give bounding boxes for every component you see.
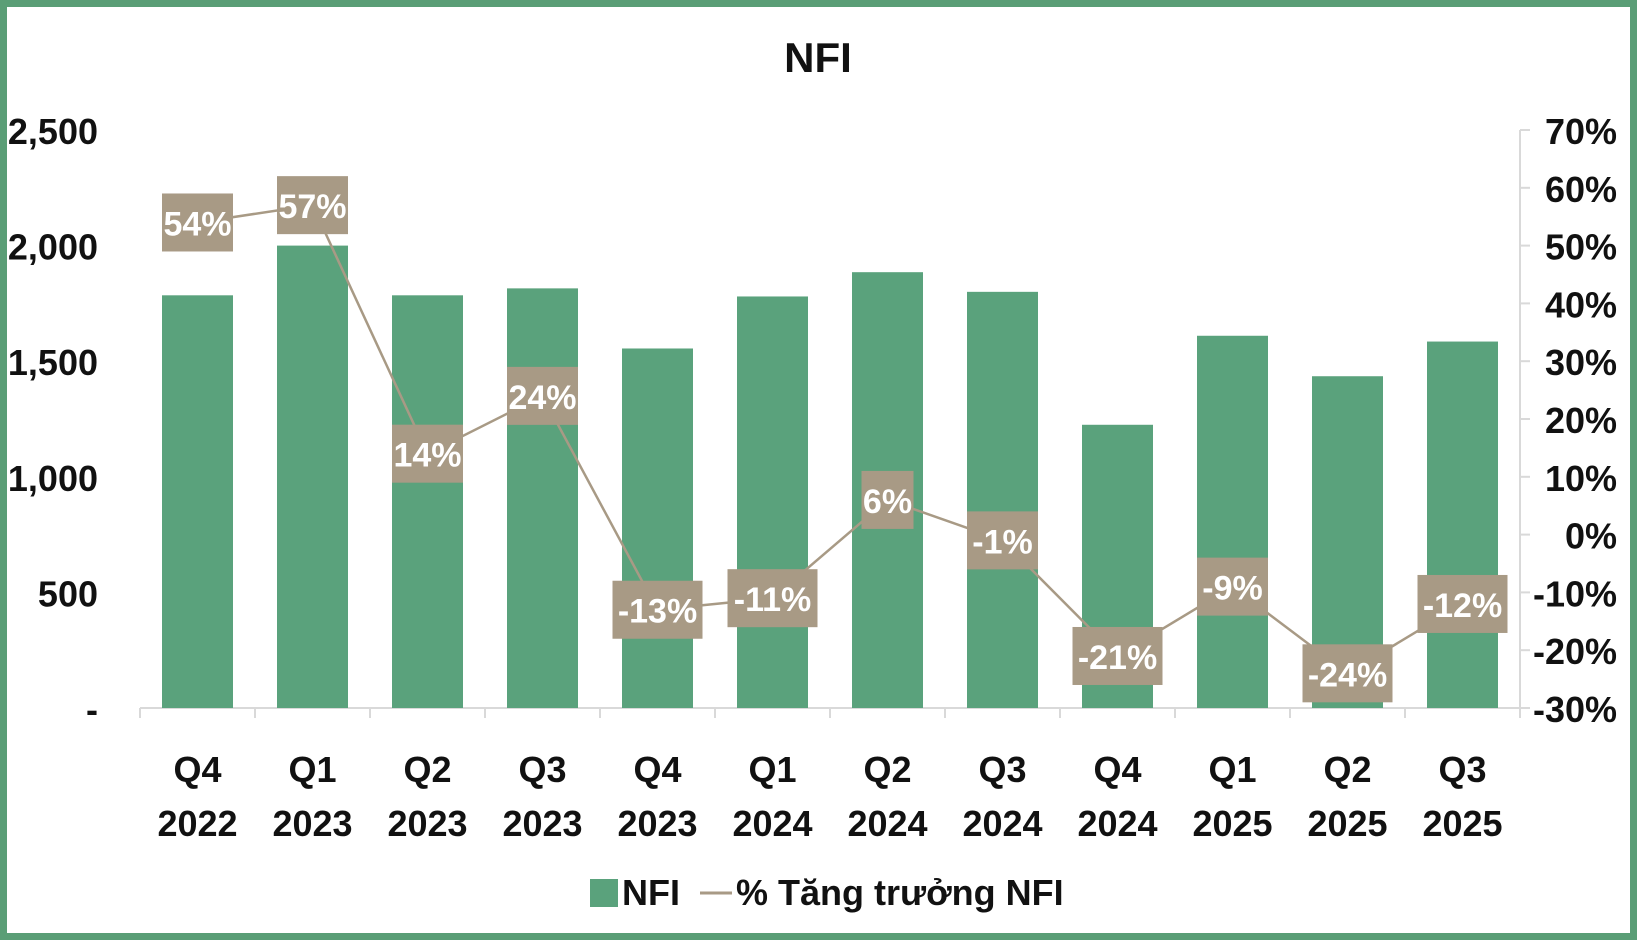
x-tick-label-quarter: Q1: [288, 749, 336, 790]
right-tick-label: 20%: [1545, 400, 1617, 441]
x-tick-label-year: 2023: [387, 803, 467, 844]
growth-line: [197, 203, 1464, 675]
data-label: 24%: [508, 379, 576, 417]
bar: [277, 245, 348, 708]
x-tick-label-quarter: Q3: [518, 749, 566, 790]
data-label-box: [967, 511, 1038, 570]
axes: - 500 1,000 1,500 2,000 2,500 -30% -20% -10% 0% 10…: [8, 111, 1617, 730]
bar: [737, 296, 808, 708]
bar: [1197, 335, 1268, 708]
right-tick-label: 30%: [1545, 342, 1617, 383]
right-tick-label: 60%: [1545, 169, 1617, 210]
bar: [967, 291, 1038, 708]
right-tick-label: 70%: [1545, 111, 1617, 152]
legend-label-nfi: NFI: [622, 872, 680, 913]
data-label-box: [277, 176, 348, 235]
data-label-box: [162, 193, 233, 252]
right-tick-label: -30%: [1533, 689, 1617, 730]
data-label-box: [861, 470, 914, 529]
line-series: 54% 57% 14% 24% -13% -11% 6% -1% -21% -9% -24% -12%: [162, 176, 1508, 703]
left-tick-label: -: [86, 689, 98, 730]
right-tick-label: -10%: [1533, 573, 1617, 614]
x-tick-label-quarter: Q4: [173, 749, 221, 790]
right-tick-label: 50%: [1545, 227, 1617, 268]
left-tick-label: 2,000: [8, 227, 98, 268]
data-label-box: [727, 569, 818, 628]
x-tick-label-quarter: Q2: [863, 749, 911, 790]
data-label-box: [1197, 557, 1268, 616]
data-label: -24%: [1308, 656, 1387, 694]
x-tick-label-year: 2025: [1422, 803, 1502, 844]
legend-swatch-bar: [590, 879, 618, 907]
data-label: -13%: [618, 593, 697, 631]
data-label-box: [392, 424, 463, 483]
data-label-box: [1302, 644, 1393, 703]
data-label: 54%: [163, 205, 231, 243]
left-tick-label: 1,500: [8, 342, 98, 383]
data-label: -11%: [734, 581, 812, 619]
x-tick-label-quarter: Q2: [1323, 749, 1371, 790]
data-label-box: [1072, 626, 1163, 685]
x-tick-label-year: 2023: [502, 803, 582, 844]
x-tick-label-quarter: Q4: [1093, 749, 1141, 790]
x-tick-label-quarter: Q2: [403, 749, 451, 790]
data-label: 14%: [393, 437, 461, 475]
x-tick-label-quarter: Q1: [1208, 749, 1256, 790]
x-tick-label-quarter: Q4: [633, 749, 681, 790]
right-tick-label: 40%: [1545, 284, 1617, 325]
data-label: -12%: [1423, 587, 1502, 625]
data-label-box: [1417, 574, 1508, 633]
bar: [1427, 341, 1498, 708]
x-tick-label-year: 2022: [157, 803, 237, 844]
x-tick-label-quarter: Q3: [1438, 749, 1486, 790]
data-label: -1%: [972, 523, 1032, 561]
data-label-box: [507, 366, 578, 425]
left-tick-label: 1,000: [8, 458, 98, 499]
x-tick-label-year: 2024: [732, 803, 812, 844]
right-tick-label: 0%: [1565, 516, 1617, 557]
x-tick-label-year: 2023: [272, 803, 352, 844]
right-tick-label: 10%: [1545, 458, 1617, 499]
left-tick-label: 500: [38, 573, 98, 614]
bar: [507, 288, 578, 708]
data-label-box: [612, 580, 703, 639]
left-tick-label: 2,500: [8, 111, 98, 152]
bar: [162, 295, 233, 708]
x-tick-label-year: 2025: [1307, 803, 1387, 844]
x-tick-label-year: 2024: [1077, 803, 1157, 844]
bar: [622, 348, 693, 708]
data-label: 57%: [278, 188, 346, 226]
right-tick-label: -20%: [1533, 631, 1617, 672]
data-label: -9%: [1202, 570, 1262, 608]
x-tick-label-year: 2025: [1192, 803, 1272, 844]
x-tick-label-quarter: Q1: [748, 749, 796, 790]
x-axis-labels: Q4 2022 Q1 2023 Q2 2023 Q3 2023 Q4 2023 Q1 2024 Q2 20…: [157, 749, 1502, 844]
chart-title: NFI: [784, 34, 852, 81]
x-tick-label-year: 2024: [962, 803, 1042, 844]
bar: [392, 295, 463, 708]
data-label: 6%: [863, 483, 912, 521]
x-tick-label-year: 2024: [847, 803, 927, 844]
x-tick-label-quarter: Q3: [978, 749, 1026, 790]
data-label: -21%: [1078, 639, 1157, 677]
x-tick-label-year: 2023: [617, 803, 697, 844]
legend: NFI % Tăng trưởng NFI: [590, 872, 1064, 913]
legend-label-growth: % Tăng trưởng NFI: [736, 872, 1064, 913]
